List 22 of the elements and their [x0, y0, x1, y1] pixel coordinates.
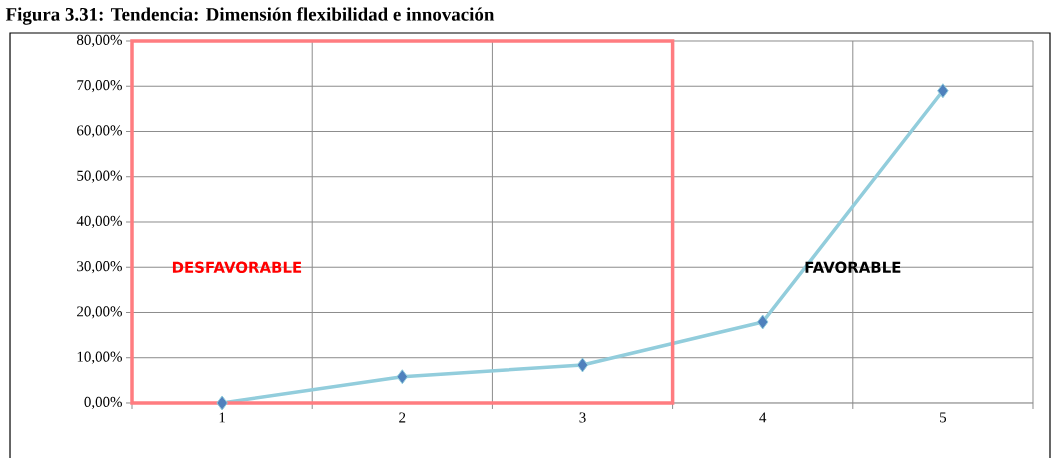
y-tick-label: 30,00% [77, 261, 122, 274]
y-tick-label: 10,00% [77, 351, 122, 364]
x-tick-label: 4 [759, 412, 767, 423]
y-tick-label: 20,00% [77, 306, 122, 319]
annotation: FAVORABLE [805, 261, 901, 273]
point [576, 357, 589, 373]
point [756, 314, 769, 330]
x-tick-label: 2 [399, 412, 406, 423]
y-tick-label: 40,00% [76, 215, 122, 229]
x-tick-label: 5 [940, 412, 947, 423]
annotation: DESFAVORABLE [172, 261, 302, 273]
point [937, 83, 949, 99]
point [396, 369, 409, 385]
chart-title: Figura 3.31: Tendencia: Dimensión flexibilidad e innovación [5, 7, 495, 25]
point [216, 395, 228, 411]
x-tick-label: 1 [219, 412, 225, 423]
y-tick-label: 80,00% [76, 34, 122, 48]
y-tick-label: 0,00% [84, 396, 122, 410]
y-tick-label: 50,00% [77, 170, 122, 183]
x-tick-label: 3 [579, 412, 586, 423]
y-tick-label: 60,00% [77, 125, 122, 138]
y-tick-label: 70,00% [77, 80, 122, 93]
